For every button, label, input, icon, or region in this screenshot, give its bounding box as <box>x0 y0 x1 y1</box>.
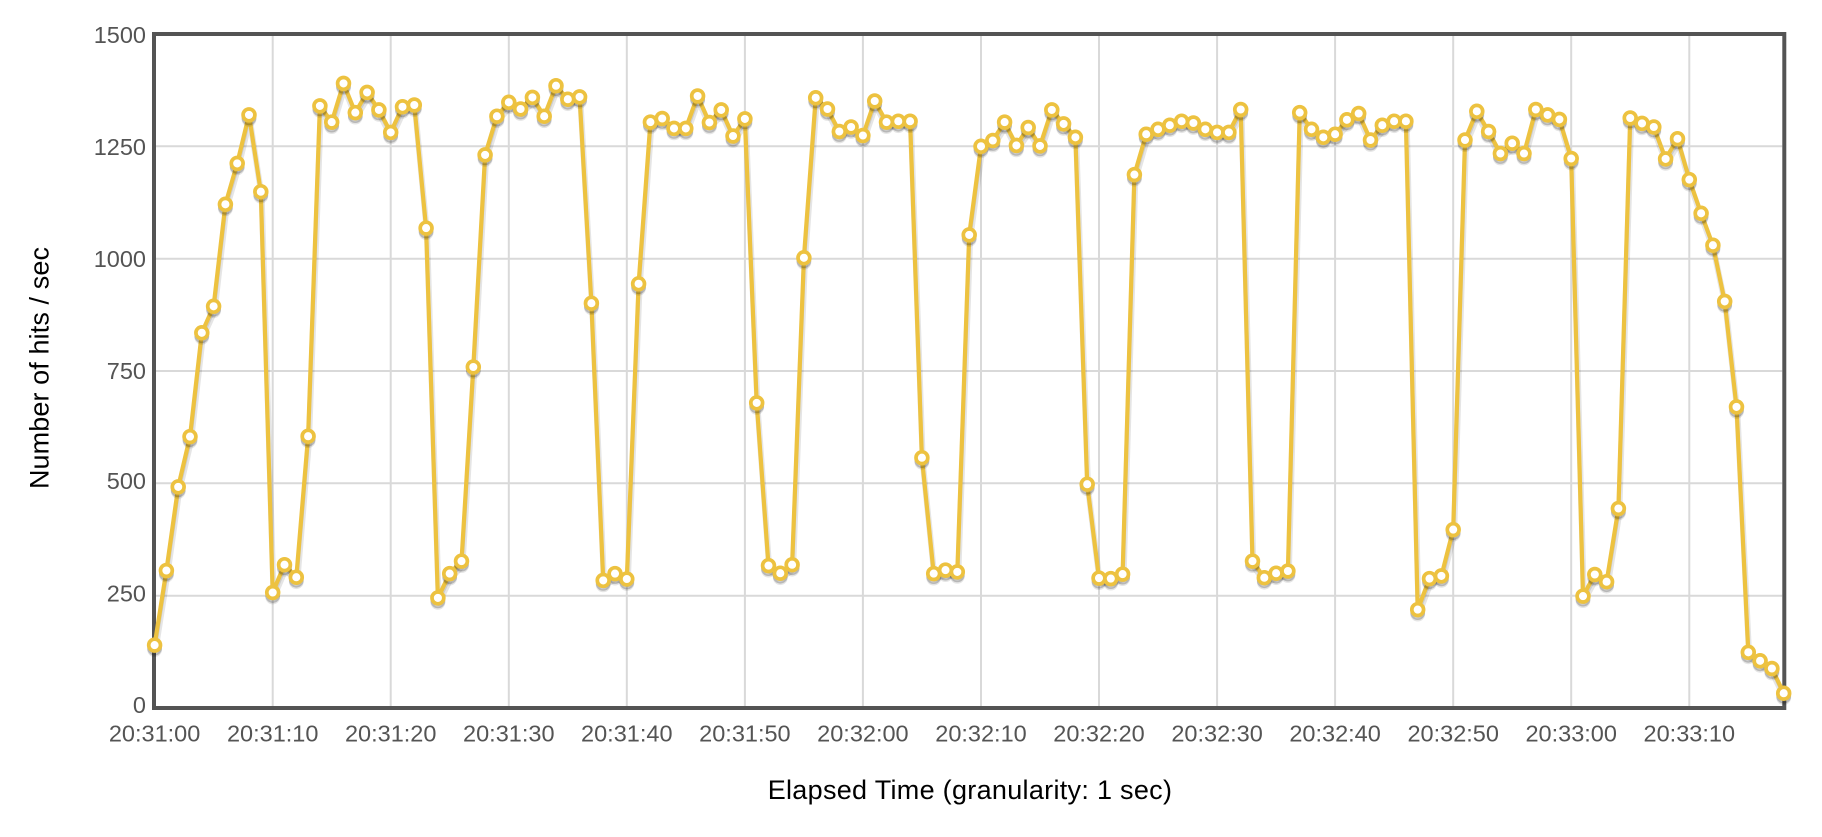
svg-text:Elapsed Time (granularity: 1 s: Elapsed Time (granularity: 1 sec) <box>768 775 1173 805</box>
svg-text:20:32:50: 20:32:50 <box>1407 721 1498 747</box>
svg-text:1250: 1250 <box>94 134 146 160</box>
svg-text:1000: 1000 <box>94 246 146 272</box>
svg-text:20:32:20: 20:32:20 <box>1053 721 1144 747</box>
svg-text:750: 750 <box>107 358 146 384</box>
svg-text:20:33:10: 20:33:10 <box>1644 721 1735 747</box>
svg-text:20:32:00: 20:32:00 <box>817 721 908 747</box>
svg-text:20:32:40: 20:32:40 <box>1289 721 1380 747</box>
svg-text:20:31:10: 20:31:10 <box>227 721 318 747</box>
svg-text:20:31:00: 20:31:00 <box>109 721 200 747</box>
svg-text:20:31:50: 20:31:50 <box>699 721 790 747</box>
svg-text:20:31:20: 20:31:20 <box>345 721 436 747</box>
svg-text:20:32:30: 20:32:30 <box>1171 721 1262 747</box>
svg-text:20:32:10: 20:32:10 <box>935 721 1026 747</box>
svg-text:1500: 1500 <box>94 22 146 48</box>
svg-text:250: 250 <box>107 580 146 606</box>
svg-text:Number of hits / sec: Number of hits / sec <box>25 247 55 489</box>
svg-text:20:31:30: 20:31:30 <box>463 721 554 747</box>
svg-text:20:31:40: 20:31:40 <box>581 721 672 747</box>
svg-text:20:33:00: 20:33:00 <box>1525 721 1616 747</box>
svg-text:0: 0 <box>133 692 146 718</box>
svg-text:500: 500 <box>107 468 146 494</box>
